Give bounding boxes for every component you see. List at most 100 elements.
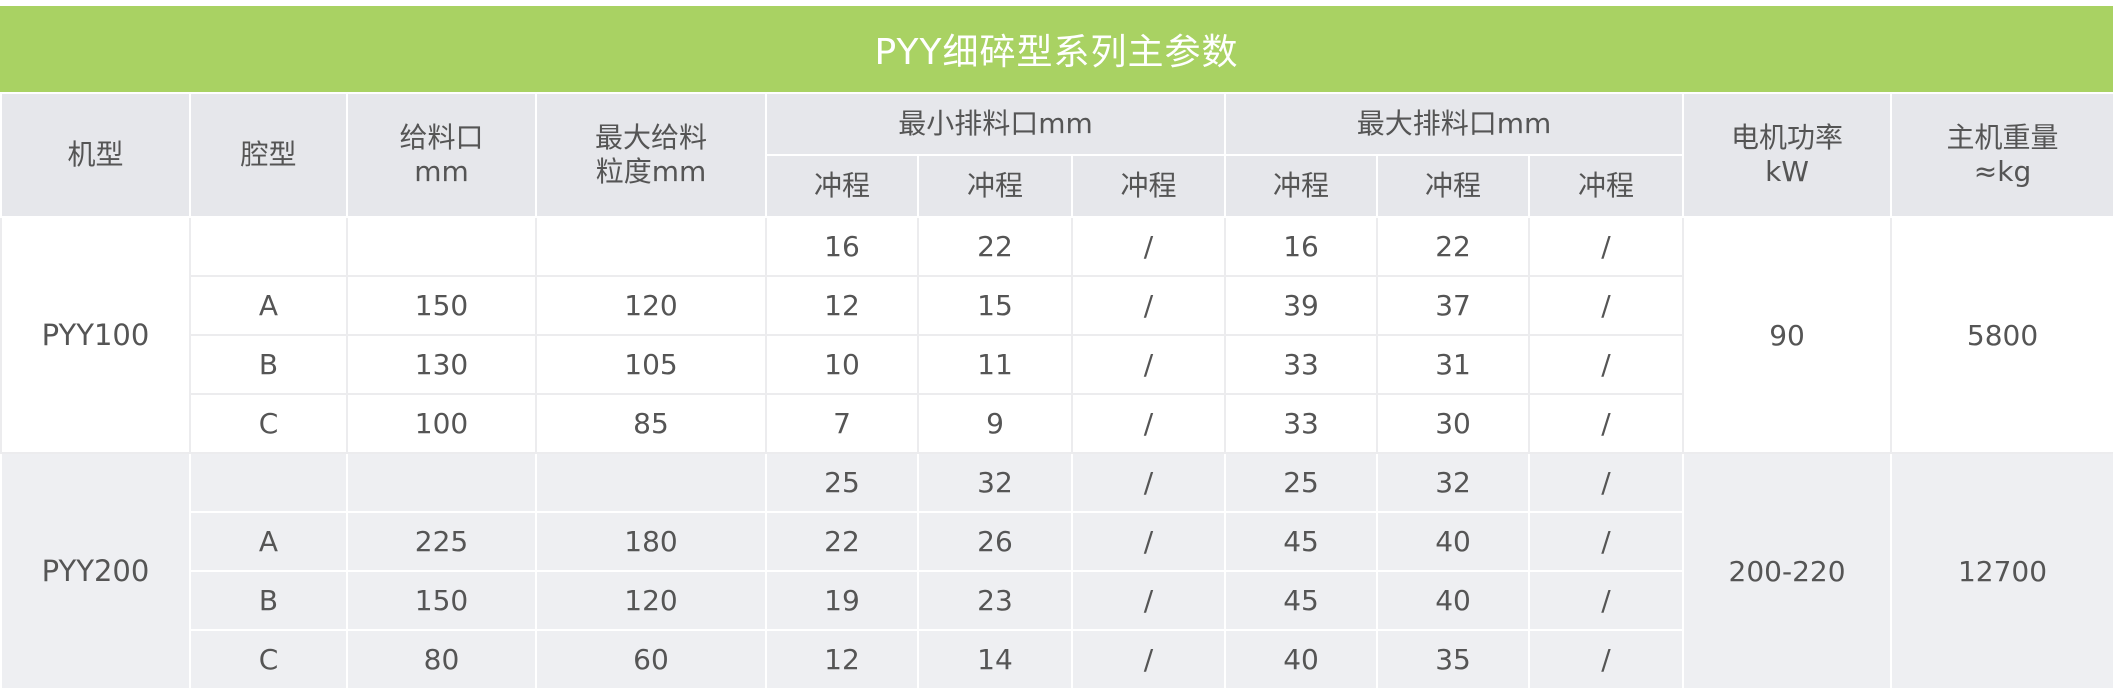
max-discharge-cell: / [1528,275,1685,336]
max-feed-size-cell: 85 [535,393,767,454]
model-cell: PYY200 [0,452,191,690]
feed-opening-cell: 225 [346,511,537,572]
header-stroke: 冲程 [1376,154,1531,218]
cavity-cell: A [189,511,348,572]
feed-opening-cell: 130 [346,334,537,395]
max-discharge-cell: 45 [1224,511,1379,572]
min-discharge-cell: / [1070,452,1227,513]
header-max-discharge: 最大排料口mm [1224,92,1685,156]
min-discharge-cell: 22 [765,511,919,572]
group-pyy200: PYY200 25 32/25 32/200-220 12700 A 225 180 22 26/… [0,452,2113,690]
header-stroke: 冲程 [1528,154,1685,218]
max-discharge-cell: 16 [1224,216,1379,277]
header-stroke: 冲程 [1070,154,1227,218]
max-discharge-cell: 25 [1224,452,1379,513]
max-feed-size-cell: 120 [535,570,767,631]
feed-opening-cell [346,452,537,513]
motor-power-cell: 200-220 [1682,452,1893,690]
table-row: C 80 60 12 14/40 35/ [1,629,2113,690]
feed-opening-cell: 150 [346,570,537,631]
table-row: PYY100 16 22/16 22/90 5800 [0,216,2113,454]
cavity-cell: C [189,393,348,454]
min-discharge-cell: 19 [765,570,919,631]
min-discharge-cell: 25 [765,452,919,513]
min-discharge-cell: 26 [917,511,1073,572]
max-discharge-cell: / [1528,216,1685,277]
max-feed-size-cell: 60 [535,629,767,690]
min-discharge-cell: 32 [917,452,1073,513]
max-discharge-cell: / [1528,452,1685,513]
table-row: B 130 105 10 11/33 31/ [1,334,2113,395]
max-discharge-cell: 33 [1224,393,1379,454]
max-discharge-cell: / [1528,629,1685,690]
spec-table-container: PYY细碎型系列主参数 机型 腔型 给料口 mm 最大给料 粒度mm 最小排料口mm… [0,6,2113,690]
table-title: PYY细碎型系列主参数 [0,6,2113,92]
model-cell: PYY100 [0,216,191,454]
min-discharge-cell: 12 [765,629,919,690]
cavity-cell: C [189,629,348,690]
min-discharge-cell: 23 [917,570,1073,631]
max-discharge-cell: 45 [1224,570,1379,631]
header-motor-power: 电机功率 kW [1682,92,1893,218]
spec-table: 机型 腔型 给料口 mm 最大给料 粒度mm 最小排料口mm 最大排料口mm 电机功… [0,92,2113,690]
header-weight: 主机重量 ≈kg [1890,92,2113,218]
feed-opening-cell [346,216,537,277]
header-stroke: 冲程 [765,154,919,218]
max-feed-size-cell: 120 [535,275,767,336]
table-row: PYY200 25 32/25 32/200-220 12700 [0,452,2113,690]
min-discharge-cell: 10 [765,334,919,395]
motor-power-cell: 90 [1682,216,1893,454]
max-discharge-cell: 40 [1376,511,1531,572]
feed-opening-cell: 100 [346,393,537,454]
max-discharge-cell: 40 [1376,570,1531,631]
min-discharge-cell: 7 [765,393,919,454]
min-discharge-cell: 15 [917,275,1073,336]
table-row: C 100 85 7 9/33 30/ [1,393,2113,454]
min-discharge-cell: 14 [917,629,1073,690]
min-discharge-cell: / [1070,629,1227,690]
max-discharge-cell: 30 [1376,393,1531,454]
max-discharge-cell: 35 [1376,629,1531,690]
feed-opening-cell: 150 [346,275,537,336]
table-row: B 150 120 19 23/45 40/ [1,570,2113,631]
header-max-feed-size: 最大给料 粒度mm [535,92,767,218]
min-discharge-cell: 11 [917,334,1073,395]
max-discharge-cell: 40 [1224,629,1379,690]
header-feed-opening: 给料口 mm [346,92,537,218]
max-discharge-cell: 39 [1224,275,1379,336]
max-discharge-cell: / [1528,570,1685,631]
min-discharge-cell: / [1070,275,1227,336]
min-discharge-cell: / [1070,570,1227,631]
min-discharge-cell: / [1070,393,1227,454]
min-discharge-cell: / [1070,334,1227,395]
cavity-cell [189,216,348,277]
cavity-cell [189,452,348,513]
max-feed-size-cell: 105 [535,334,767,395]
max-discharge-cell: / [1528,511,1685,572]
min-discharge-cell: / [1070,216,1227,277]
header-min-discharge: 最小排料口mm [764,92,1227,156]
max-discharge-cell: / [1528,334,1685,395]
weight-cell: 12700 [1890,452,2113,690]
max-discharge-cell: 22 [1376,216,1531,277]
max-discharge-cell: 33 [1224,334,1379,395]
cavity-cell: A [189,275,348,336]
min-discharge-cell: 16 [765,216,919,277]
header-cavity: 腔型 [189,92,348,218]
group-pyy100: PYY100 16 22/16 22/90 5800 A 150 120 12 15/39 37/B… [0,216,2113,454]
min-discharge-cell: 9 [917,393,1073,454]
min-discharge-cell: / [1070,511,1227,572]
min-discharge-cell: 12 [765,275,919,336]
max-discharge-cell: 31 [1376,334,1531,395]
header-stroke: 冲程 [1224,154,1379,218]
header-stroke: 冲程 [917,154,1073,218]
max-feed-size-cell: 180 [535,511,767,572]
max-discharge-cell: 32 [1376,452,1531,513]
max-discharge-cell: 37 [1376,275,1531,336]
cavity-cell: B [189,570,348,631]
table-row: A 150 120 12 15/39 37/ [1,275,2113,336]
feed-opening-cell: 80 [346,629,537,690]
cavity-cell: B [189,334,348,395]
header-model: 机型 [0,92,191,218]
max-feed-size-cell [535,452,767,513]
